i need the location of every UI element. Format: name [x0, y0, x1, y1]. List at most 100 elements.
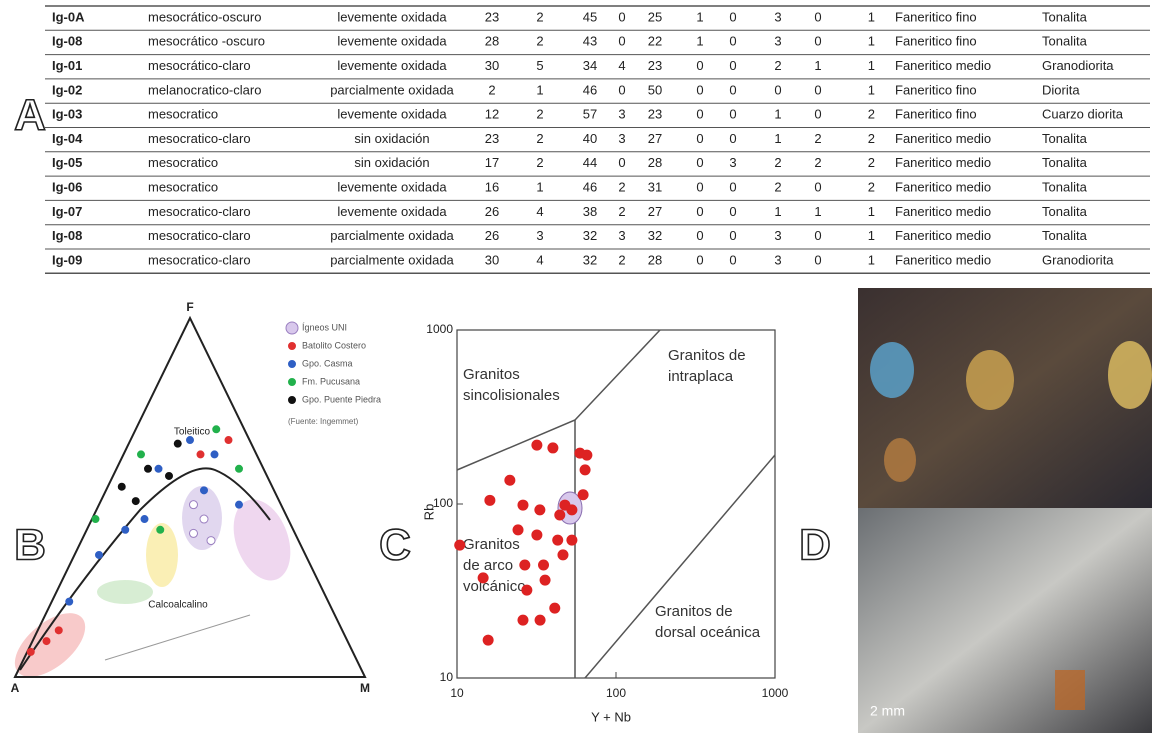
- table-cell: 12: [485, 107, 499, 122]
- ternary-point: [190, 501, 198, 509]
- table-cell: Tonalita: [1042, 180, 1088, 195]
- x-tick-label: 100: [606, 686, 626, 700]
- table-cell: levemente oxidada: [337, 34, 447, 49]
- ternary-point: [155, 465, 162, 472]
- table-cell: 0: [618, 9, 625, 24]
- table-cell: 32: [648, 228, 662, 243]
- table-cell: Ig-0A: [52, 9, 85, 24]
- table-cell: 2: [868, 131, 875, 146]
- table-cell: mesocratico: [148, 107, 218, 122]
- table-cell: 0: [729, 252, 736, 267]
- table-cell: Faneritico medio: [895, 180, 991, 195]
- table-cell: 30: [485, 58, 499, 73]
- table-cell: 2: [868, 180, 875, 195]
- table-cell: Ig-03: [52, 107, 82, 122]
- table-cell: 1: [868, 252, 875, 267]
- data-point: [519, 560, 530, 571]
- vertex-label: A: [11, 681, 20, 695]
- table-cell: 0: [696, 252, 703, 267]
- field-annotation: Granitos de: [655, 603, 733, 620]
- ternary-point: [187, 437, 194, 444]
- field-annotation: Granitos de: [668, 347, 746, 364]
- data-point: [531, 529, 542, 540]
- vertex-label: F: [186, 300, 193, 314]
- field-label: Toleitico: [174, 427, 211, 438]
- legend-label: Batolito Costero: [302, 340, 366, 350]
- table-cell: Faneritico fino: [895, 107, 977, 122]
- table-cell: 0: [618, 82, 625, 97]
- table-cell: Granodiorita: [1042, 58, 1114, 73]
- table-cell: sin oxidación: [354, 155, 429, 170]
- table-cell: 23: [485, 131, 499, 146]
- table-cell: 1: [814, 58, 821, 73]
- table-cell: 0: [729, 204, 736, 219]
- data-point: [504, 475, 515, 486]
- table-cell: 31: [648, 180, 662, 195]
- ternary-point: [122, 526, 129, 533]
- x-tick-label: 10: [450, 686, 464, 700]
- table-cell: 2: [536, 107, 543, 122]
- legend-label: Ígneos UNI: [302, 322, 347, 332]
- data-point: [559, 500, 570, 511]
- table-cell: 0: [729, 34, 736, 49]
- field-annotation: intraplaca: [668, 368, 734, 385]
- table-cell: 0: [814, 9, 821, 24]
- table-cell: 26: [485, 228, 499, 243]
- ternary-point: [201, 487, 208, 494]
- table-cell: 2: [536, 34, 543, 49]
- data-point: [581, 450, 592, 461]
- ternary-point: [213, 426, 220, 433]
- table-cell: Tonalita: [1042, 131, 1088, 146]
- table-cell: Faneritico fino: [895, 34, 977, 49]
- table-cell: 0: [814, 34, 821, 49]
- table-cell: 0: [814, 180, 821, 195]
- table-cell: 23: [648, 107, 662, 122]
- data-point: [513, 524, 524, 535]
- table-cell: 3: [729, 155, 736, 170]
- table-cell: Faneritico medio: [895, 228, 991, 243]
- table-cell: Tonalita: [1042, 228, 1088, 243]
- table-cell: melanocratico-claro: [148, 82, 261, 97]
- table-cell: 16: [485, 180, 499, 195]
- table-cell: 0: [696, 107, 703, 122]
- table-cell: 1: [868, 82, 875, 97]
- table-cell: Ig-05: [52, 155, 82, 170]
- table-cell: Cuarzo diorita: [1042, 107, 1124, 122]
- table-cell: 3: [618, 131, 625, 146]
- table-cell: Faneritico medio: [895, 131, 991, 146]
- table-cell: 1: [536, 82, 543, 97]
- table-cell: 3: [774, 34, 781, 49]
- ternary-point: [132, 498, 139, 505]
- ternary-point: [43, 638, 50, 645]
- table-cell: 2: [774, 58, 781, 73]
- table-cell: 38: [583, 204, 597, 219]
- figure: 2 mm ABCDIg-0Amesocrático-oscurolevement…: [0, 0, 1152, 733]
- table-cell: 1: [814, 204, 821, 219]
- table-cell: levemente oxidada: [337, 58, 447, 73]
- table-cell: 28: [485, 34, 499, 49]
- ternary-point: [225, 437, 232, 444]
- photo-bottom: [858, 508, 1152, 733]
- ternary-point: [236, 465, 243, 472]
- vertex-label: M: [360, 681, 370, 695]
- table-cell: levemente oxidada: [337, 9, 447, 24]
- table-cell: 45: [583, 9, 597, 24]
- ternary-point: [190, 529, 198, 537]
- table-cell: 1: [868, 204, 875, 219]
- table-cell: Faneritico medio: [895, 204, 991, 219]
- data-point: [547, 442, 558, 453]
- table-cell: Ig-08: [52, 34, 82, 49]
- table-cell: 23: [485, 9, 499, 24]
- legend-marker: [289, 343, 296, 350]
- table-cell: mesocrático-claro: [148, 58, 251, 73]
- field-annotation: Granitos: [463, 536, 520, 553]
- legend-marker: [289, 379, 296, 386]
- table-cell: 3: [618, 228, 625, 243]
- table-cell: 32: [583, 228, 597, 243]
- table-cell: levemente oxidada: [337, 107, 447, 122]
- table-cell: Granodiorita: [1042, 252, 1114, 267]
- panel-label: C: [379, 521, 411, 570]
- source-note: (Fuente: Ingemmet): [288, 417, 359, 426]
- table-cell: 0: [729, 82, 736, 97]
- x-axis-label: Y + Nb: [591, 709, 631, 724]
